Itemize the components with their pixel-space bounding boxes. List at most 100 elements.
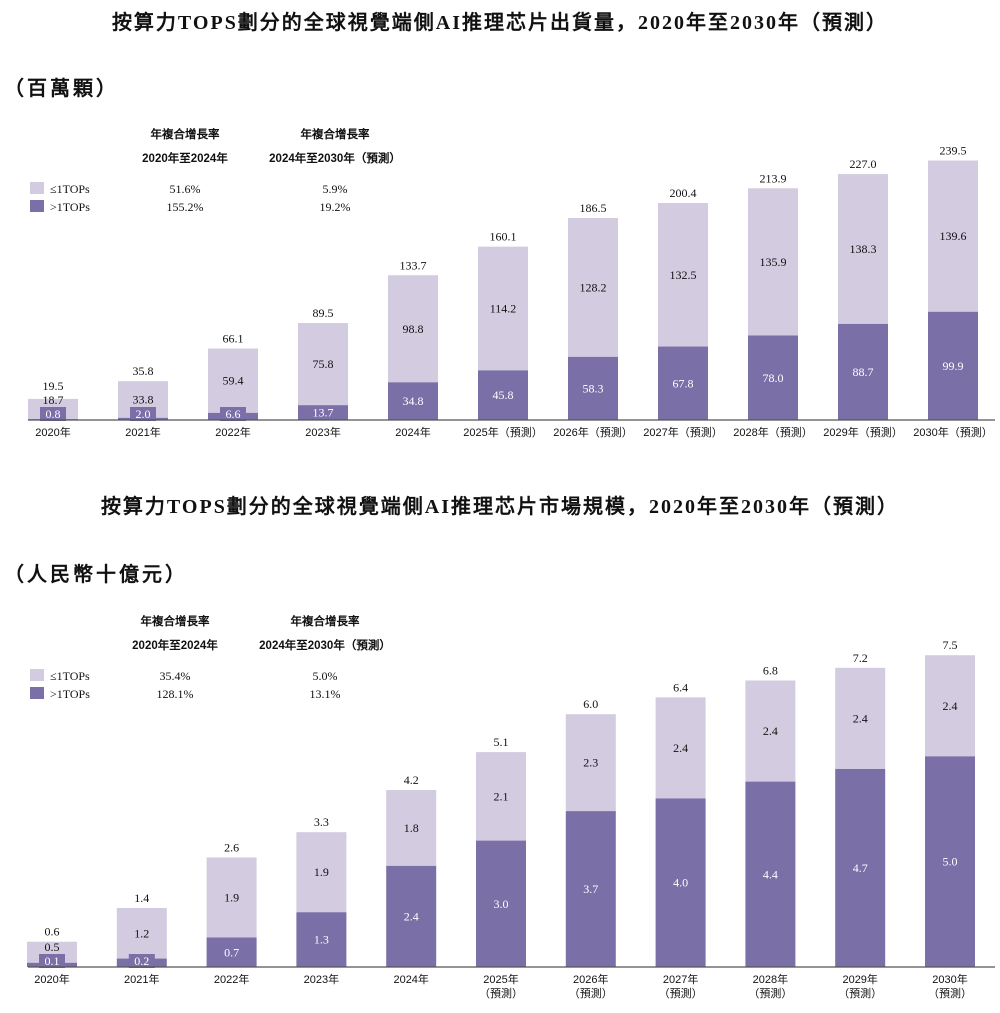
cagr-period: 2024年至2030年（預測）	[269, 151, 401, 165]
total-label: 6.4	[673, 680, 688, 694]
bar-le1	[388, 275, 438, 383]
x-tick-label: 2023年	[304, 972, 339, 986]
x-tick-label: 2027年	[663, 972, 698, 986]
value-label-le1: 33.8	[133, 393, 154, 407]
bar-gt1	[748, 335, 798, 420]
total-label: 6.8	[763, 663, 778, 677]
unit-label-shipments: （百萬顆）	[4, 78, 119, 100]
bar-gt1	[476, 840, 526, 967]
value-label-le1: 138.3	[850, 242, 877, 256]
value-label-le1: 18.7	[43, 393, 64, 407]
value-label-gt1: 3.0	[494, 897, 509, 911]
total-label: 89.5	[313, 306, 334, 320]
value-label-le1: 2.3	[583, 756, 598, 770]
bar-gt1	[928, 311, 978, 420]
x-tick-label: （預測）	[659, 986, 703, 1000]
bar-gt1	[388, 382, 438, 420]
value-label-gt1: 88.7	[853, 365, 874, 379]
bar-gt1	[206, 937, 257, 967]
cagr-period: 2024年至2030年（預測）	[259, 638, 391, 652]
x-tick-label: （預測）	[479, 986, 523, 1000]
x-tick-label: 2020年	[34, 972, 69, 986]
bar-le1	[296, 832, 347, 913]
shipments-chart: 年複合增長率2020年至2024年年複合增長率2024年至2030年（預測）≤1…	[28, 127, 995, 439]
total-label: 19.5	[43, 379, 64, 393]
legend-label: ≤1TOPs	[50, 182, 90, 196]
bar-le1	[838, 174, 888, 324]
total-label: 4.2	[404, 773, 419, 787]
x-tick-label: 2021年	[125, 425, 160, 439]
bar-le1	[386, 790, 437, 866]
value-label-le1: 135.9	[760, 255, 787, 269]
cagr-period: 2020年至2024年	[132, 638, 218, 652]
total-label: 213.9	[760, 171, 787, 185]
bar-gt1	[745, 781, 796, 967]
bar-le1	[928, 160, 978, 312]
legend-swatch-le1	[30, 182, 44, 194]
total-label: 200.4	[670, 186, 697, 200]
value-label-gt1: 4.4	[763, 867, 778, 881]
value-label-le1: 114.2	[490, 302, 517, 316]
bar-gt1	[298, 405, 348, 420]
bar-gt1	[838, 323, 888, 420]
total-label: 1.4	[134, 891, 149, 905]
label-bg	[130, 407, 156, 421]
bar-le1	[658, 203, 708, 347]
value-label-le1: 75.8	[313, 357, 334, 371]
value-label-le1: 2.4	[763, 724, 778, 738]
x-tick-label: 2025年（預測）	[463, 425, 542, 439]
label-bg	[128, 954, 155, 968]
bar-le1	[208, 348, 258, 413]
cagr-value: 13.1%	[310, 687, 341, 701]
chart-title-market-size: 按算力TOPS劃分的全球視覺端側AI推理芯片市場規模，2020年至2030年（預…	[100, 496, 900, 518]
market-size-chart: 年複合增長率2020年至2024年年複合增長率2024年至2030年（預測）≤1…	[27, 614, 995, 1000]
cagr-value: 51.6%	[170, 182, 201, 196]
total-label: 2.6	[224, 840, 239, 854]
cagr-header: 年複合增長率	[141, 614, 210, 628]
value-label-gt1: 0.1	[45, 954, 60, 968]
value-label-le1: 1.2	[134, 926, 149, 940]
value-label-gt1: 4.0	[673, 876, 688, 890]
value-label-gt1: 13.7	[313, 406, 334, 420]
total-label: 160.1	[490, 230, 517, 244]
legend-swatch-le1	[30, 669, 44, 681]
value-label-gt1: 45.8	[493, 388, 514, 402]
value-label-gt1: 0.7	[224, 945, 239, 959]
value-label-le1: 0.5	[45, 940, 60, 954]
cagr-value: 155.2%	[167, 200, 204, 214]
x-tick-label: 2029年（預測）	[823, 425, 902, 439]
bar-gt1	[386, 865, 437, 967]
value-label-gt1: 5.0	[943, 855, 958, 869]
x-tick-label: （預測）	[569, 986, 613, 1000]
bar-le1	[925, 655, 975, 757]
value-label-le1: 1.8	[404, 821, 419, 835]
x-tick-label: 2022年	[214, 972, 249, 986]
x-tick-label: 2024年	[393, 972, 428, 986]
x-tick-label: 2028年	[753, 972, 788, 986]
cagr-header: 年複合增長率	[301, 127, 370, 141]
label-bg	[40, 407, 66, 421]
x-tick-label: 2022年	[215, 425, 250, 439]
value-label-gt1: 0.8	[46, 407, 61, 421]
bar-gt1	[478, 370, 528, 420]
x-tick-label: 2030年	[932, 972, 967, 986]
bar-gt1	[658, 346, 708, 420]
value-label-le1: 2.4	[853, 711, 868, 725]
total-label: 186.5	[580, 201, 607, 215]
cagr-value: 5.9%	[323, 182, 348, 196]
value-label-gt1: 6.6	[226, 407, 241, 421]
total-label: 5.1	[494, 735, 509, 749]
value-label-gt1: 78.0	[763, 371, 784, 385]
cagr-header: 年複合增長率	[151, 127, 220, 141]
value-label-gt1: 1.3	[314, 933, 329, 947]
legend-swatch-gt1	[30, 687, 44, 699]
value-label-le1: 1.9	[224, 890, 239, 904]
x-tick-label: （預測）	[748, 986, 792, 1000]
bar-gt1	[655, 798, 706, 967]
value-label-le1: 139.6	[940, 229, 967, 243]
cagr-period: 2020年至2024年	[142, 151, 228, 165]
value-label-le1: 1.9	[314, 865, 329, 879]
value-label-le1: 59.4	[223, 374, 244, 388]
x-tick-label: 2024年	[395, 425, 430, 439]
value-label-gt1: 58.3	[583, 381, 604, 395]
